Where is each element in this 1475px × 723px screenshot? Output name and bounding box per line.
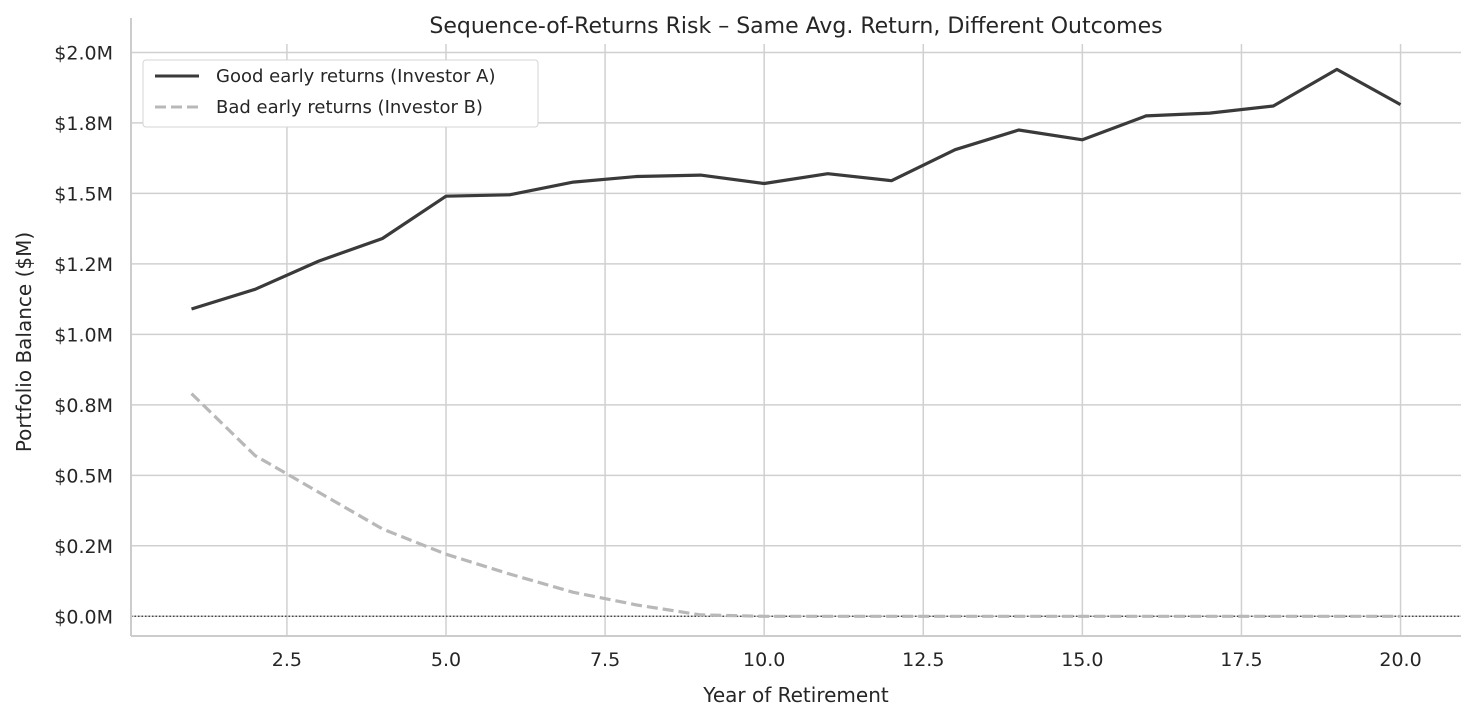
y-tick-label-7: $1.8M [54, 113, 113, 135]
y-tick-label-4: $1.0M [54, 324, 113, 346]
x-tick-label-2: 7.5 [590, 649, 620, 671]
legend-label-investor-b: Bad early returns (Investor B) [216, 97, 483, 118]
grid [131, 44, 1461, 636]
chart-title: Sequence-of-Returns Risk – Same Avg. Ret… [429, 14, 1162, 39]
y-tick-label-3: $0.8M [54, 395, 113, 417]
y-tick-label-5: $1.2M [54, 254, 113, 276]
y-tick-label-2: $0.5M [54, 465, 113, 487]
x-tick-label-7: 20.0 [1379, 649, 1421, 671]
axes [130, 18, 1461, 637]
legend-label-investor-a: Good early returns (Investor A) [216, 66, 496, 87]
x-tick-label-0: 2.5 [272, 649, 302, 671]
y-tick-label-6: $1.5M [54, 183, 113, 205]
x-tick-label-1: 5.0 [431, 649, 461, 671]
legend: Good early returns (Investor A) Bad earl… [142, 59, 539, 128]
legend-box [142, 59, 539, 128]
tick-labels: 2.5 5.0 7.5 10.0 12.5 15.0 17.5 20.0 $0.0M $0.2M $… [54, 42, 1421, 671]
series-line-investor-b [190, 392, 1401, 618]
y-tick-label-1: $0.2M [54, 536, 113, 558]
x-tick-label-6: 17.5 [1220, 649, 1262, 671]
y-tick-label-8: $2.0M [54, 42, 113, 64]
x-tick-label-3: 10.0 [743, 649, 785, 671]
x-axis-label: Year of Retirement [702, 683, 889, 707]
y-axis-label: Portfolio Balance ($M) [12, 232, 36, 452]
series-group [190, 67, 1402, 618]
x-tick-label-5: 15.0 [1061, 649, 1103, 671]
series-line-investor-a [191, 67, 1402, 311]
x-tick-label-4: 12.5 [902, 649, 944, 671]
y-tick-label-0: $0.0M [54, 606, 113, 628]
